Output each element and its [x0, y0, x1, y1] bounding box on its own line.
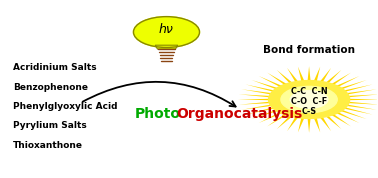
Polygon shape [332, 110, 359, 123]
Polygon shape [267, 73, 290, 87]
Polygon shape [328, 73, 351, 87]
Polygon shape [319, 68, 331, 85]
Polygon shape [324, 113, 341, 129]
Polygon shape [277, 113, 294, 129]
Polygon shape [341, 99, 378, 100]
Polygon shape [239, 101, 277, 105]
Polygon shape [307, 66, 311, 85]
Text: Organocatalysis: Organocatalysis [177, 107, 303, 121]
Polygon shape [339, 104, 377, 110]
Polygon shape [287, 68, 299, 85]
Text: C-O  C-F: C-O C-F [291, 97, 327, 106]
Polygon shape [338, 84, 373, 93]
Polygon shape [241, 104, 279, 110]
Polygon shape [267, 112, 290, 126]
Polygon shape [341, 94, 378, 98]
Polygon shape [238, 99, 277, 100]
Polygon shape [338, 106, 373, 115]
Polygon shape [319, 114, 331, 131]
Polygon shape [341, 101, 378, 105]
Polygon shape [155, 45, 178, 49]
Text: hν: hν [159, 23, 174, 36]
Polygon shape [246, 106, 280, 115]
Polygon shape [313, 114, 320, 132]
Text: Acridinium Salts: Acridinium Salts [12, 64, 96, 72]
Polygon shape [335, 108, 367, 119]
Text: Phenylglyoxylic Acid: Phenylglyoxylic Acid [12, 102, 117, 111]
Polygon shape [277, 70, 294, 86]
Polygon shape [307, 114, 311, 133]
Text: C-S: C-S [302, 108, 317, 116]
Polygon shape [313, 67, 320, 85]
Circle shape [133, 17, 200, 48]
Text: Bond formation: Bond formation [263, 45, 355, 56]
Polygon shape [246, 84, 280, 93]
Polygon shape [241, 89, 279, 95]
Polygon shape [339, 89, 377, 95]
Polygon shape [287, 114, 299, 131]
Polygon shape [259, 76, 287, 89]
Circle shape [290, 91, 328, 108]
Polygon shape [328, 112, 351, 126]
Polygon shape [335, 80, 367, 91]
Circle shape [281, 86, 337, 113]
Polygon shape [298, 67, 305, 85]
Polygon shape [239, 94, 277, 98]
Text: C-C  C-N: C-C C-N [291, 87, 327, 96]
FancyArrowPatch shape [83, 82, 235, 107]
Polygon shape [324, 70, 341, 86]
Polygon shape [298, 114, 305, 132]
Polygon shape [259, 110, 287, 123]
Text: Photo: Photo [135, 107, 181, 121]
Circle shape [268, 81, 350, 118]
Text: Thioxanthone: Thioxanthone [12, 141, 83, 150]
Text: Pyrylium Salts: Pyrylium Salts [12, 121, 87, 130]
Polygon shape [332, 76, 359, 89]
Polygon shape [251, 80, 283, 91]
Text: Benzophenone: Benzophenone [12, 83, 88, 92]
Polygon shape [251, 108, 283, 119]
